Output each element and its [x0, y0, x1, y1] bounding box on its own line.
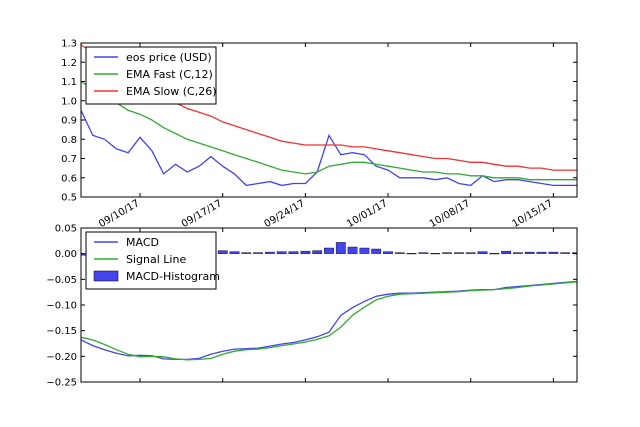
y-tick-label: 0.05: [55, 224, 77, 235]
y-tick-label: 1.0: [61, 96, 77, 107]
price-legend: eos price (USD) EMA Fast (C,12) EMA Slow (…: [85, 46, 217, 105]
y-tick-label: −0.25: [46, 378, 77, 389]
histogram-bar: [324, 247, 334, 254]
x-tick-label: 09/24/17: [262, 198, 306, 230]
y-tick-label: −0.20: [46, 352, 77, 363]
histogram-bar: [477, 251, 488, 254]
macd-panel: −0.25 −0.20 −0.15 −0.10 −0.05 0.00 0.05 MACD Si…: [46, 224, 578, 389]
histogram-bar: [253, 252, 263, 254]
x-tick-label: 10/15/17: [510, 198, 554, 230]
histogram-bar: [501, 250, 511, 254]
legend-label: MACD-Histogram: [126, 270, 220, 283]
histogram-bar: [335, 242, 346, 254]
legend-label: Signal Line: [126, 253, 186, 266]
histogram-bar: [288, 251, 299, 254]
legend-label: EMA Slow (C,26): [126, 85, 216, 98]
y-tick-label: −0.05: [46, 275, 77, 286]
price-panel: 0.5 0.6 0.7 0.8 0.9 1.0 1.1 1.2 1.3 09/10/17 09/1…: [61, 39, 578, 382]
y-tick-label: 0.8: [61, 135, 77, 146]
histogram-bar: [359, 247, 370, 254]
series-line-eos-price-usd: [81, 110, 577, 187]
histogram-bar: [229, 251, 240, 254]
x-tick-label: 09/17/17: [180, 198, 224, 230]
series-line-signal-line: [81, 281, 577, 361]
y-tick-label: 0.7: [61, 154, 77, 165]
histogram-bar: [454, 252, 464, 254]
histogram-bar: [442, 252, 452, 254]
macd-axes-frame: [80, 227, 578, 383]
x-tick-label: 09/10/17: [97, 198, 141, 230]
histogram-bar: [536, 251, 547, 254]
histogram-bar: [548, 251, 559, 254]
histogram-bar: [241, 252, 252, 254]
x-tick-label: 10/08/17: [428, 198, 472, 230]
histogram-bar: [312, 250, 323, 254]
legend-swatch-bar: [93, 270, 119, 282]
histogram-bar: [300, 250, 311, 254]
histogram-bar: [383, 251, 393, 254]
y-tick-label: 1.2: [61, 58, 77, 69]
histogram-bar: [347, 246, 358, 254]
histogram-bar: [265, 251, 275, 254]
x-tick-label: 10/01/17: [345, 198, 389, 230]
y-tick-label: 0.9: [61, 116, 77, 127]
histogram-bar: [430, 252, 441, 255]
legend-box: [85, 46, 217, 105]
y-tick-label: −0.10: [46, 301, 77, 312]
histogram-bar: [489, 252, 500, 255]
macd-plot-area: [81, 242, 577, 361]
histogram-bar: [513, 252, 523, 254]
macd-legend: MACD Signal Line MACD-Histogram: [85, 231, 220, 290]
y-tick-label: 1.1: [61, 77, 77, 88]
legend-label: MACD: [126, 236, 159, 249]
y-tick-label: 0.00: [55, 249, 77, 260]
histogram-bar: [276, 251, 287, 254]
histogram-bar: [560, 252, 571, 254]
histogram-bar: [371, 248, 382, 254]
legend-label: EMA Fast (C,12): [126, 68, 213, 81]
series-line-ema-fast-c-12: [81, 80, 577, 181]
histogram-bar: [217, 250, 228, 254]
histogram-bar: [465, 252, 476, 254]
price-axes-frame: [80, 42, 578, 198]
series-line-macd: [81, 280, 577, 361]
histogram-bar: [394, 252, 405, 254]
y-tick-label: 0.5: [61, 193, 77, 204]
y-tick-label: 0.6: [61, 173, 77, 184]
histogram-bar: [418, 252, 429, 254]
histogram-bar: [524, 251, 535, 254]
legend-label: eos price (USD): [126, 51, 212, 64]
y-tick-label: 1.3: [61, 39, 77, 50]
y-tick-label: −0.15: [46, 326, 77, 337]
histogram-bar: [406, 252, 417, 255]
